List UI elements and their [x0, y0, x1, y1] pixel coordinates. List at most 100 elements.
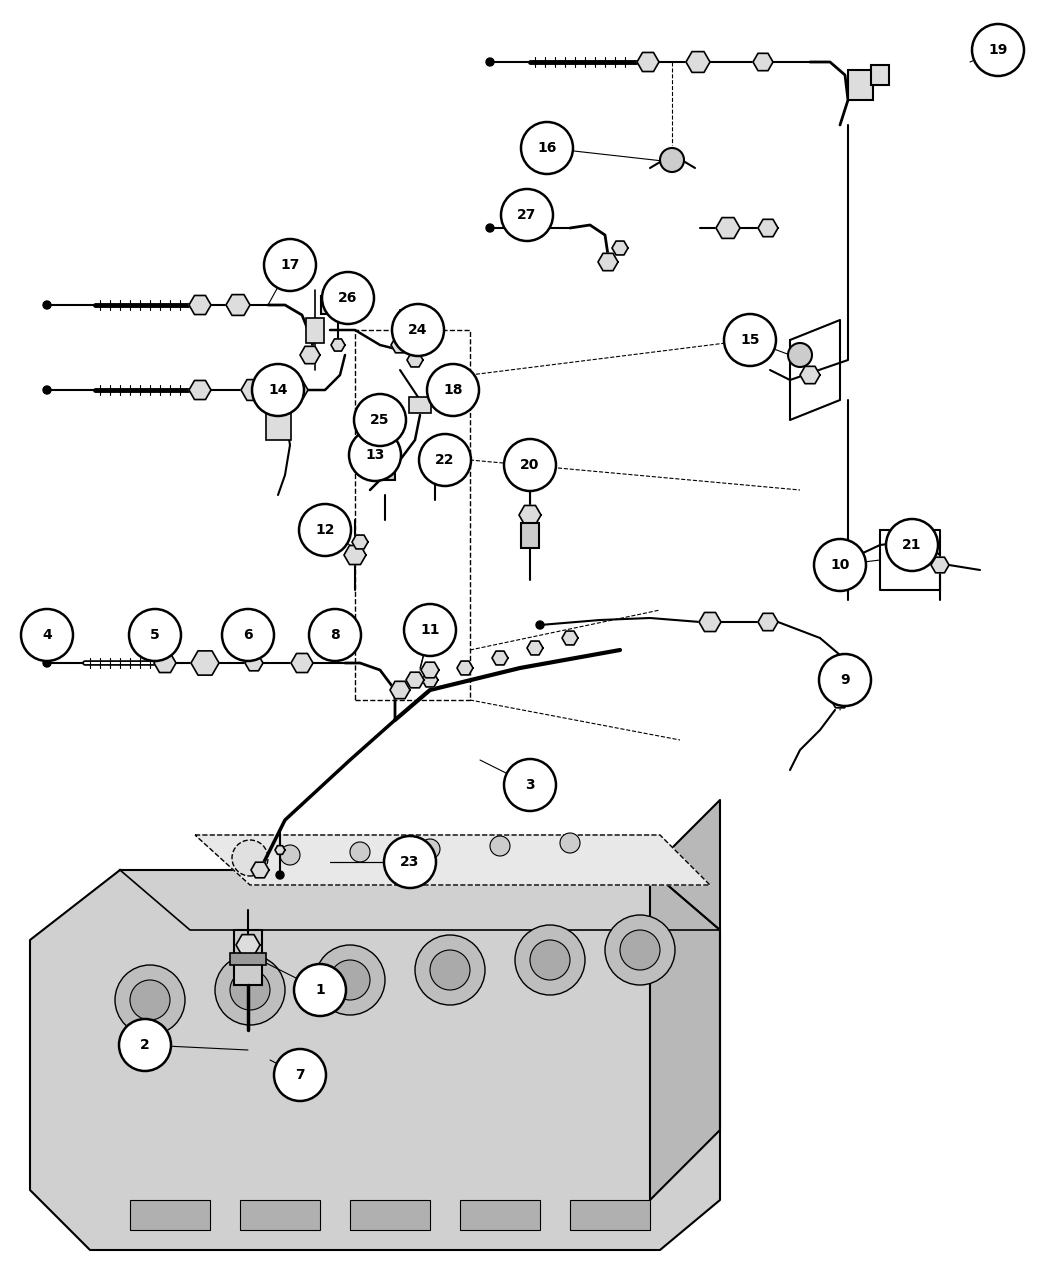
Text: 19: 19 — [988, 43, 1008, 57]
Text: 24: 24 — [408, 323, 427, 337]
Text: 1: 1 — [315, 983, 324, 997]
Polygon shape — [331, 339, 345, 351]
Text: 14: 14 — [268, 382, 288, 397]
Circle shape — [724, 314, 776, 366]
Circle shape — [521, 122, 573, 173]
Polygon shape — [519, 505, 541, 524]
Text: 5: 5 — [150, 629, 160, 643]
Circle shape — [972, 24, 1024, 76]
Circle shape — [130, 980, 170, 1020]
Polygon shape — [686, 51, 710, 73]
Circle shape — [486, 57, 494, 66]
Polygon shape — [288, 381, 308, 399]
Circle shape — [230, 970, 270, 1010]
Text: 2: 2 — [140, 1038, 150, 1052]
Polygon shape — [758, 219, 778, 237]
Polygon shape — [189, 380, 211, 399]
Polygon shape — [406, 672, 424, 687]
Circle shape — [886, 519, 938, 571]
Circle shape — [294, 964, 346, 1016]
Circle shape — [264, 238, 316, 291]
Circle shape — [354, 394, 406, 446]
Polygon shape — [650, 799, 720, 1200]
Polygon shape — [242, 380, 265, 400]
Circle shape — [504, 759, 556, 811]
Polygon shape — [154, 654, 176, 672]
Polygon shape — [366, 427, 384, 442]
Circle shape — [252, 363, 304, 416]
Circle shape — [309, 609, 361, 660]
Polygon shape — [637, 52, 659, 71]
Text: 25: 25 — [371, 413, 390, 427]
Polygon shape — [291, 654, 313, 672]
Circle shape — [819, 654, 871, 706]
Bar — [306, 317, 324, 343]
Circle shape — [349, 428, 401, 481]
Polygon shape — [189, 296, 211, 315]
Polygon shape — [275, 845, 285, 854]
Text: 8: 8 — [330, 629, 340, 643]
Bar — [355, 330, 470, 700]
Polygon shape — [716, 218, 740, 238]
Polygon shape — [425, 459, 445, 477]
Text: 4: 4 — [42, 629, 51, 643]
Bar — [266, 400, 291, 440]
Circle shape — [420, 839, 440, 859]
Circle shape — [430, 950, 470, 989]
Circle shape — [560, 833, 580, 853]
Bar — [847, 70, 873, 99]
Circle shape — [384, 836, 436, 887]
Text: 6: 6 — [244, 629, 253, 643]
Polygon shape — [407, 353, 423, 367]
Bar — [240, 1200, 320, 1230]
Circle shape — [232, 840, 268, 876]
Polygon shape — [236, 935, 260, 955]
Circle shape — [129, 609, 181, 660]
Polygon shape — [421, 662, 439, 678]
Polygon shape — [251, 862, 269, 877]
Bar — [872, 65, 889, 85]
Circle shape — [116, 965, 185, 1035]
Circle shape — [315, 945, 385, 1015]
Text: 22: 22 — [436, 453, 455, 467]
Circle shape — [43, 659, 51, 667]
Polygon shape — [300, 347, 320, 363]
Text: 26: 26 — [338, 291, 358, 305]
Polygon shape — [492, 652, 508, 666]
Polygon shape — [800, 366, 820, 384]
Circle shape — [222, 609, 274, 660]
Polygon shape — [344, 546, 366, 565]
Circle shape — [490, 836, 510, 856]
Polygon shape — [527, 219, 547, 237]
Bar — [230, 952, 266, 965]
Polygon shape — [226, 295, 250, 315]
Circle shape — [814, 539, 866, 592]
Circle shape — [322, 272, 374, 324]
Polygon shape — [931, 557, 949, 572]
Polygon shape — [457, 660, 472, 674]
Text: 17: 17 — [280, 258, 299, 272]
Polygon shape — [352, 536, 367, 550]
Circle shape — [419, 434, 471, 486]
Circle shape — [415, 935, 485, 1005]
Polygon shape — [195, 835, 710, 885]
Polygon shape — [753, 54, 773, 70]
Bar — [460, 1200, 540, 1230]
Text: 27: 27 — [518, 208, 537, 222]
Circle shape — [660, 148, 684, 172]
Circle shape — [486, 224, 494, 232]
Polygon shape — [120, 929, 650, 1220]
Bar — [234, 929, 262, 986]
Polygon shape — [120, 870, 720, 929]
Circle shape — [605, 915, 675, 986]
Polygon shape — [612, 241, 628, 255]
Circle shape — [536, 621, 544, 629]
Polygon shape — [390, 681, 410, 699]
Polygon shape — [562, 631, 578, 645]
Text: 23: 23 — [400, 856, 420, 870]
Polygon shape — [391, 337, 410, 353]
Circle shape — [276, 871, 284, 878]
Bar — [321, 296, 339, 314]
Circle shape — [620, 929, 660, 970]
Circle shape — [280, 845, 300, 864]
